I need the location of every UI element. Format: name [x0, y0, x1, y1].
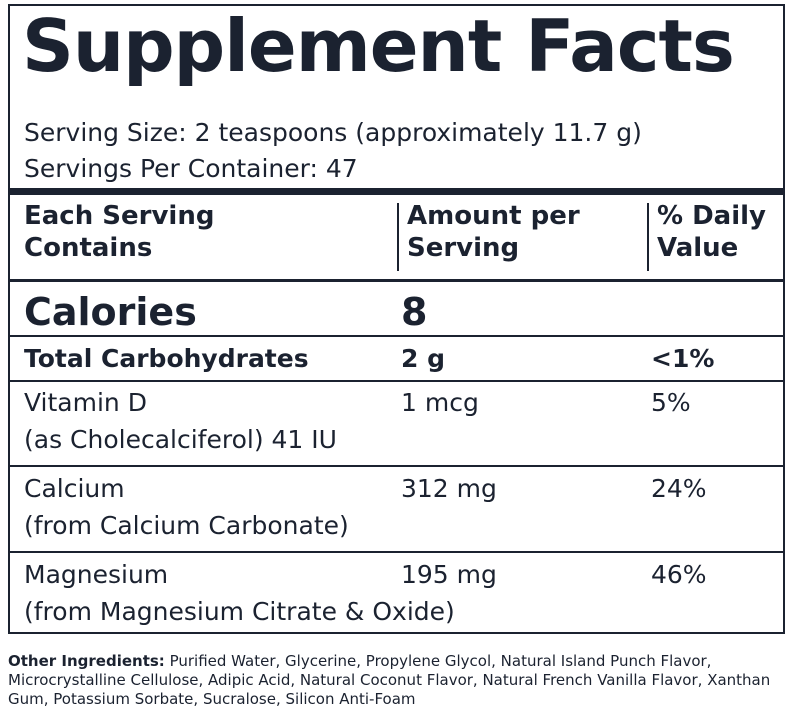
column-header-nutrient-line2: Contains [24, 232, 153, 263]
other-ingredients: Other Ingredients: Purified Water, Glyce… [8, 652, 792, 709]
nutrient-name: Magnesium [24, 560, 169, 589]
nutrient-dv: 46% [651, 560, 707, 589]
nutrient-dv: 5% [651, 388, 691, 417]
carbs-dv: <1% [651, 344, 715, 373]
calories-label: Calories [24, 290, 197, 334]
nutrient-name: Calcium [24, 474, 125, 503]
nutrient-source: (as Cholecalciferol) 41 IU [24, 425, 337, 454]
other-ingredients-label: Other Ingredients: [8, 652, 165, 670]
header-divider [10, 279, 783, 282]
nutrient-source: (from Calcium Carbonate) [24, 511, 349, 540]
nutrient-amount: 195 mg [401, 560, 497, 589]
row-divider [10, 465, 783, 467]
column-header-amount-line1: Amount per [407, 201, 580, 231]
nutrient-dv: 24% [651, 474, 707, 503]
carbs-label: Total Carbohydrates [24, 344, 309, 373]
serving-size: Serving Size: 2 teaspoons (approximately… [24, 118, 642, 147]
column-header-amount: Amount per Serving [407, 201, 580, 264]
nutrient-amount: 1 mcg [401, 388, 479, 417]
thick-divider [10, 188, 783, 195]
row-divider [10, 551, 783, 553]
nutrient-amount: 312 mg [401, 474, 497, 503]
carbs-amount: 2 g [401, 344, 445, 373]
column-header-nutrient-line1: Each Serving [24, 201, 215, 231]
row-divider [10, 335, 783, 337]
other-ingredients-text: Purified Water, Glycerine, Propylene Gly… [8, 652, 771, 708]
supplement-facts-panel: Supplement Facts Serving Size: 2 teaspoo… [8, 4, 785, 634]
column-separator-2 [647, 203, 649, 271]
calories-amount: 8 [401, 290, 428, 334]
row-divider [10, 380, 783, 382]
column-header-dv-line2: Value [657, 232, 739, 263]
servings-per-container: Servings Per Container: 47 [24, 154, 358, 183]
label-title: Supplement Facts [22, 4, 735, 88]
column-separator-1 [397, 203, 399, 271]
column-header-amount-line2: Serving [407, 232, 520, 263]
column-header-nutrient: Each Serving Contains [24, 201, 214, 264]
column-header-daily-value: % Daily Value [657, 201, 766, 264]
column-header-dv-line1: % Daily [657, 201, 767, 231]
nutrient-source: (from Magnesium Citrate & Oxide) [24, 597, 455, 626]
nutrient-name: Vitamin D [24, 388, 147, 417]
